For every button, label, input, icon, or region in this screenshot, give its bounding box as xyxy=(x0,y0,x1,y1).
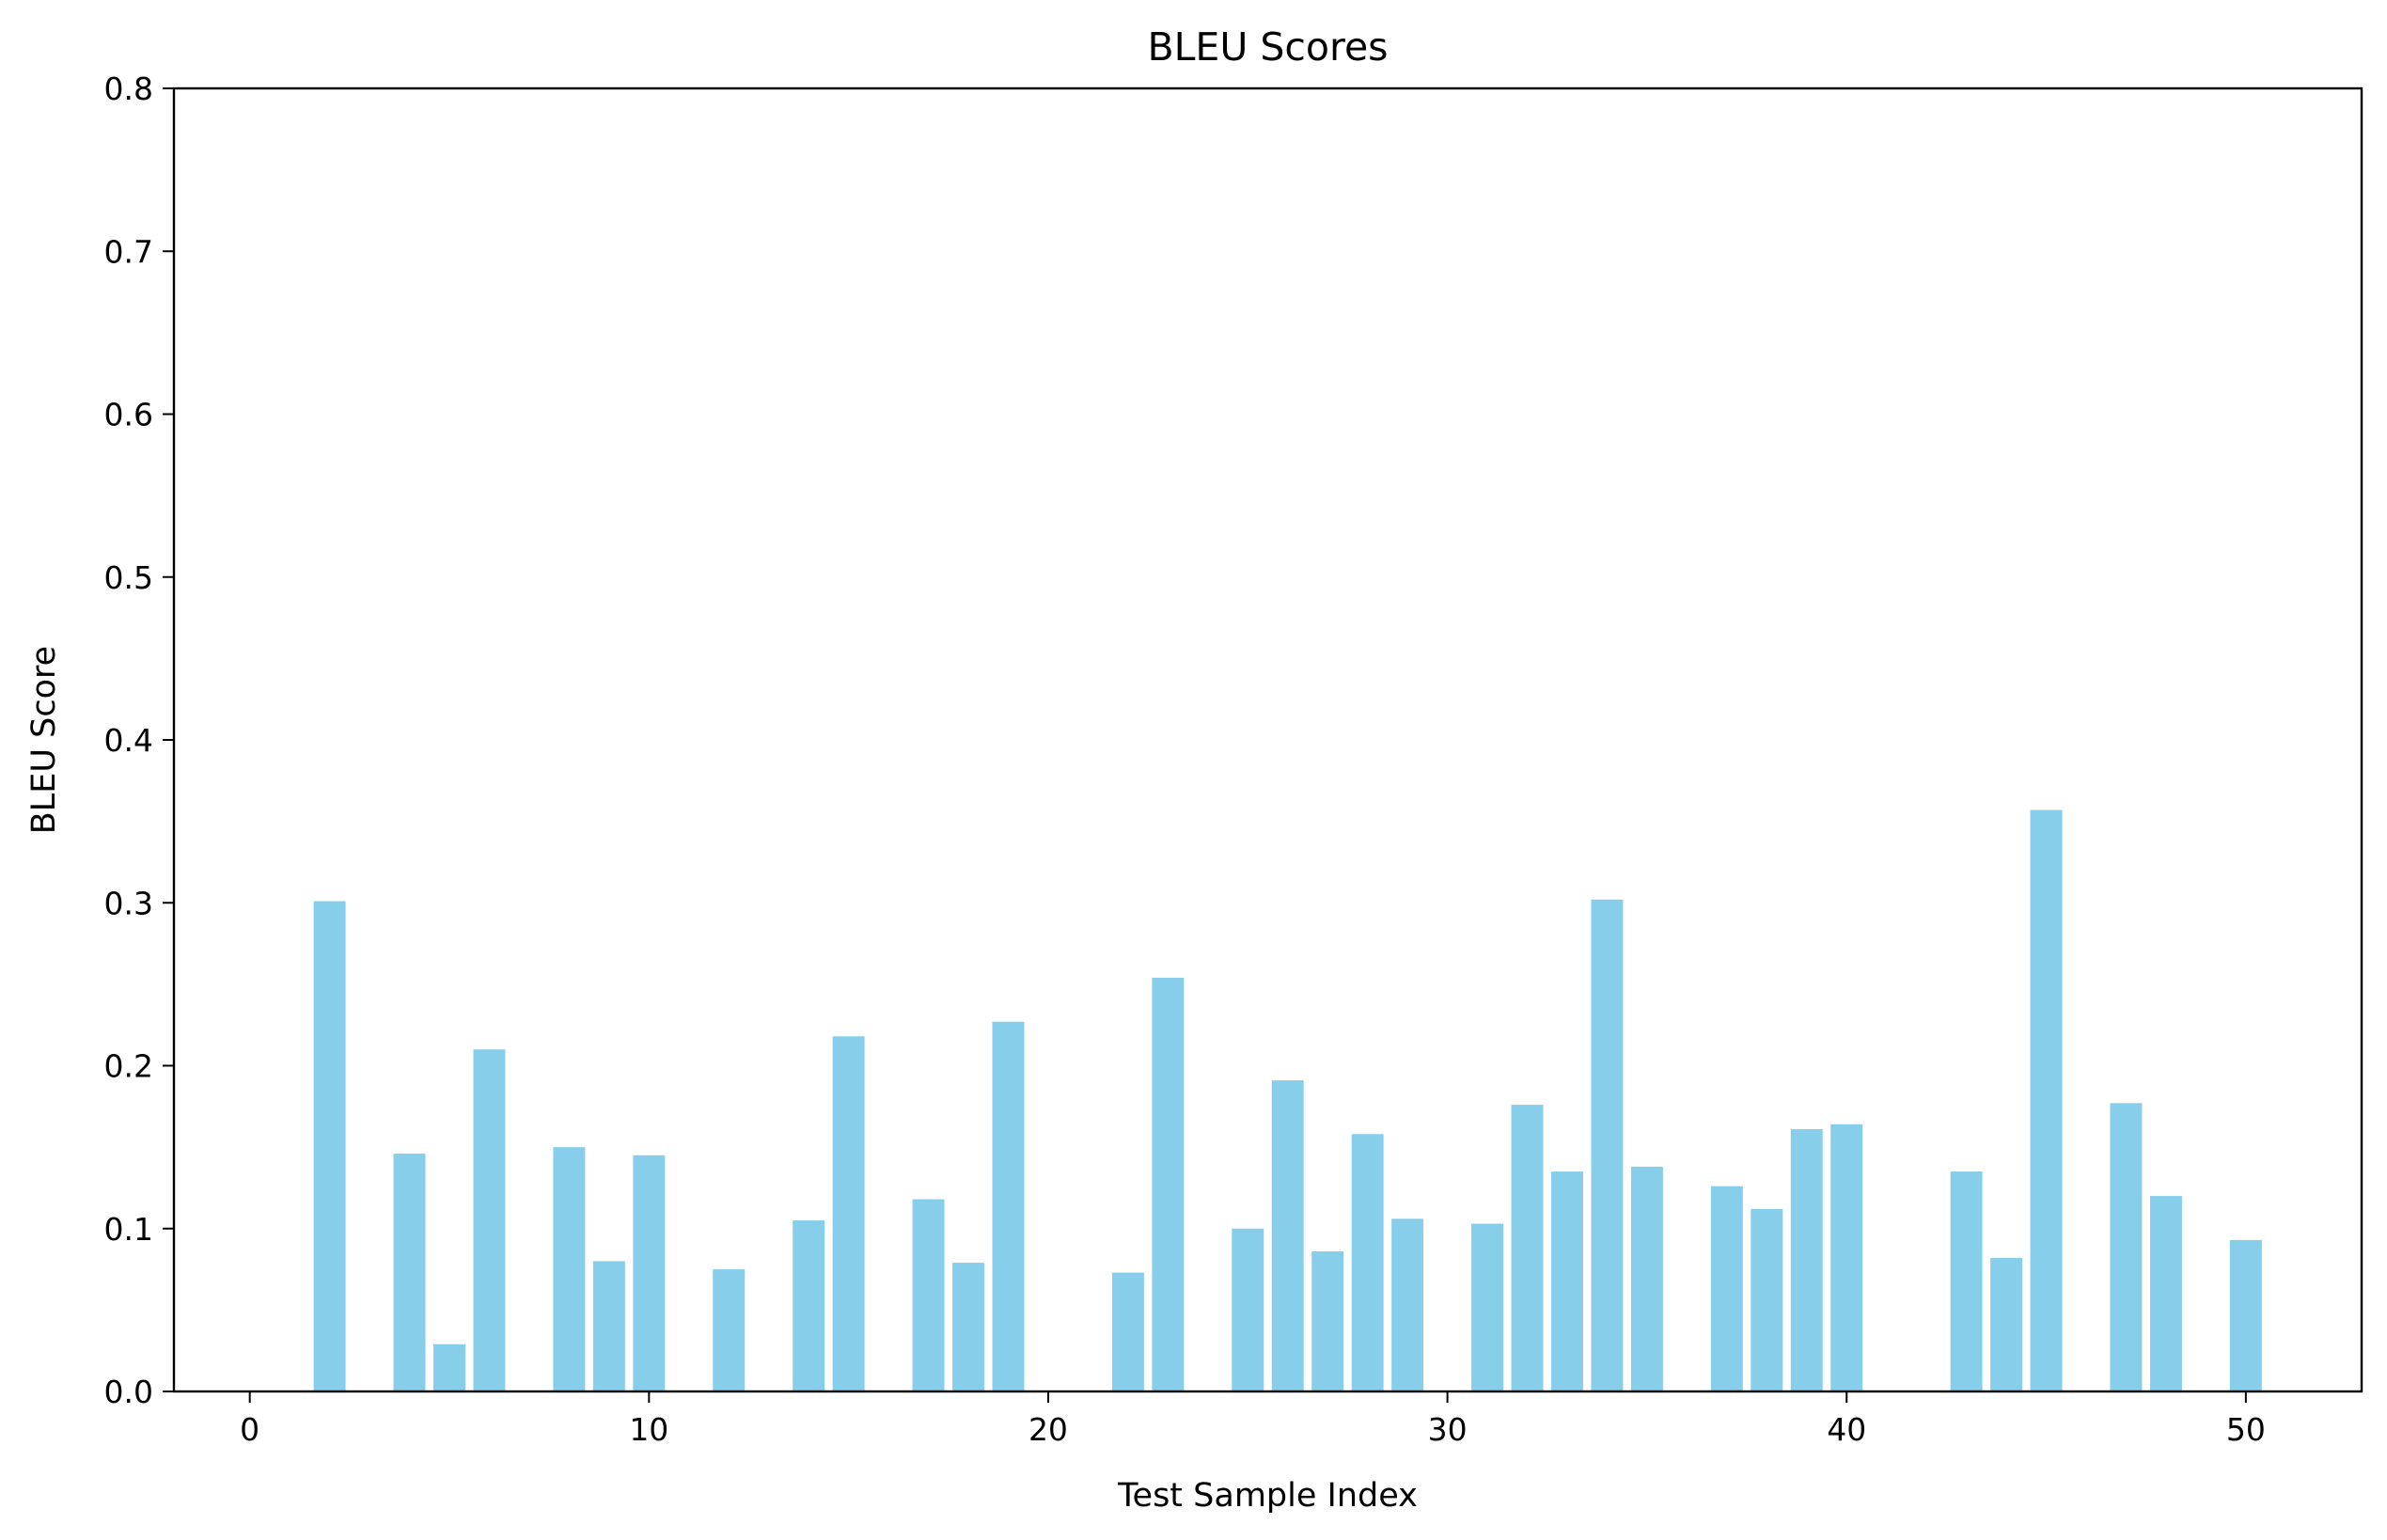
bar-6 xyxy=(473,1049,506,1391)
bar-9 xyxy=(592,1261,625,1391)
bar-22 xyxy=(1111,1272,1144,1391)
y-axis-title: BLEU Score xyxy=(25,646,63,834)
bar-27 xyxy=(1311,1251,1344,1391)
bar-19 xyxy=(992,1021,1025,1391)
bar-39 xyxy=(1790,1129,1823,1391)
bar-25 xyxy=(1232,1228,1264,1391)
y-tick-label: 0.3 xyxy=(104,885,153,921)
bar-5 xyxy=(433,1344,465,1391)
y-tick-label: 0.6 xyxy=(104,397,153,433)
bar-32 xyxy=(1511,1105,1544,1391)
bar-48 xyxy=(2149,1196,2182,1391)
y-tick-label: 0.1 xyxy=(104,1211,153,1248)
bar-29 xyxy=(1391,1218,1424,1391)
y-tick-label: 0.0 xyxy=(104,1374,153,1410)
bar-15 xyxy=(832,1036,865,1391)
bars-group xyxy=(313,809,2262,1391)
bar-12 xyxy=(713,1269,746,1391)
ticks-group: 0 10 20 30 40 50 0.0 0.1 0.2 0.3 0.4 0.5 0.6 0.7 0.8 xyxy=(104,71,2266,1448)
bar-47 xyxy=(2110,1103,2143,1391)
bar-26 xyxy=(1271,1080,1304,1391)
x-tick-label: 30 xyxy=(1428,1411,1468,1448)
bar-17 xyxy=(912,1199,945,1391)
bar-37 xyxy=(1710,1186,1743,1391)
bar-31 xyxy=(1471,1223,1504,1391)
bar-43 xyxy=(1950,1171,1983,1391)
bar-45 xyxy=(2030,809,2063,1391)
bar-23 xyxy=(1152,977,1185,1391)
y-tick-label: 0.4 xyxy=(104,722,153,759)
y-tick-label: 0.2 xyxy=(104,1048,153,1085)
bar-38 xyxy=(1751,1208,1783,1391)
bar-8 xyxy=(553,1147,586,1391)
bar-18 xyxy=(952,1263,985,1391)
axes-frame xyxy=(172,86,2363,1393)
x-axis-title: Test Sample Index xyxy=(1117,1477,1418,1515)
x-tick-label: 10 xyxy=(629,1411,668,1448)
bar-40 xyxy=(1830,1124,1863,1391)
x-tick-label: 50 xyxy=(2226,1411,2266,1448)
bar-10 xyxy=(633,1155,666,1391)
y-tick-label: 0.8 xyxy=(104,71,153,107)
x-tick-label: 20 xyxy=(1029,1411,1068,1448)
bar-44 xyxy=(1990,1257,2023,1391)
bar-2 xyxy=(313,901,346,1391)
bar-33 xyxy=(1550,1171,1583,1391)
x-tick-label: 0 xyxy=(240,1411,259,1448)
y-tick-label: 0.5 xyxy=(104,559,153,596)
bar-34 xyxy=(1591,899,1624,1391)
bar-35 xyxy=(1630,1166,1663,1391)
bar-4 xyxy=(393,1154,426,1391)
bar-28 xyxy=(1351,1134,1384,1391)
bar-50 xyxy=(2229,1239,2262,1391)
x-tick-label: 40 xyxy=(1827,1411,1866,1448)
y-tick-label: 0.7 xyxy=(104,233,153,270)
chart-title: BLEU Scores xyxy=(1147,24,1388,70)
bar-14 xyxy=(793,1220,825,1391)
